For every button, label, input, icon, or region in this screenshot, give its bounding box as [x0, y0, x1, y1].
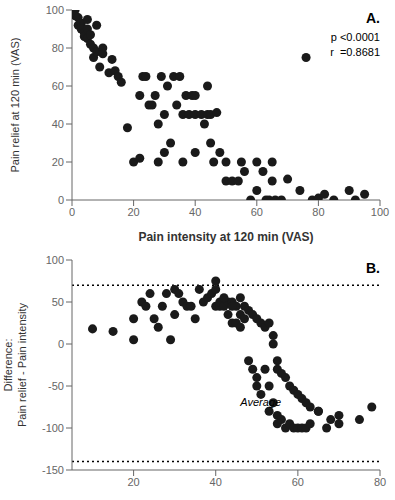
svg-text:80: 80 — [52, 42, 64, 54]
svg-text:0: 0 — [58, 194, 64, 206]
svg-text:60: 60 — [292, 476, 304, 488]
svg-text:20: 20 — [52, 156, 64, 168]
html-text:Pain relief at 120 min (VAS): Pain relief at 120 min (VAS) — [9, 37, 21, 173]
svg-text:40: 40 — [189, 206, 201, 218]
svg-text:100: 100 — [371, 206, 389, 218]
svg-text:80: 80 — [312, 206, 324, 218]
svg-text:-150: -150 — [42, 464, 64, 476]
svg-text:40: 40 — [52, 118, 64, 130]
html-text:r =0.8681: r =0.8681 — [330, 46, 380, 58]
svg-text:100: 100 — [46, 4, 64, 16]
html-text:Difference:: Difference: — [2, 338, 14, 392]
html-text:B.: B. — [366, 260, 380, 276]
svg-text:40: 40 — [210, 476, 222, 488]
svg-text:50: 50 — [52, 296, 64, 308]
svg-text:-50: -50 — [48, 380, 64, 392]
svg-text:Pain intensity at 120 min (VAS: Pain intensity at 120 min (VAS) — [138, 230, 313, 244]
svg-text:100: 100 — [46, 254, 64, 266]
svg-text:-100: -100 — [42, 422, 64, 434]
svg-text:60: 60 — [251, 206, 263, 218]
svg-text:20: 20 — [127, 476, 139, 488]
svg-text:0: 0 — [69, 206, 75, 218]
svg-text:Average: Average — [239, 396, 281, 408]
html-text:p <0.0001: p <0.0001 — [330, 31, 380, 43]
svg-text:80: 80 — [374, 476, 386, 488]
svg-text:20: 20 — [127, 206, 139, 218]
svg-text:0: 0 — [58, 338, 64, 350]
svg-text:60: 60 — [52, 80, 64, 92]
html-text:Pain relief - Pain intensity: Pain relief - Pain intensity — [16, 302, 28, 428]
html-text:A.: A. — [366, 10, 380, 26]
